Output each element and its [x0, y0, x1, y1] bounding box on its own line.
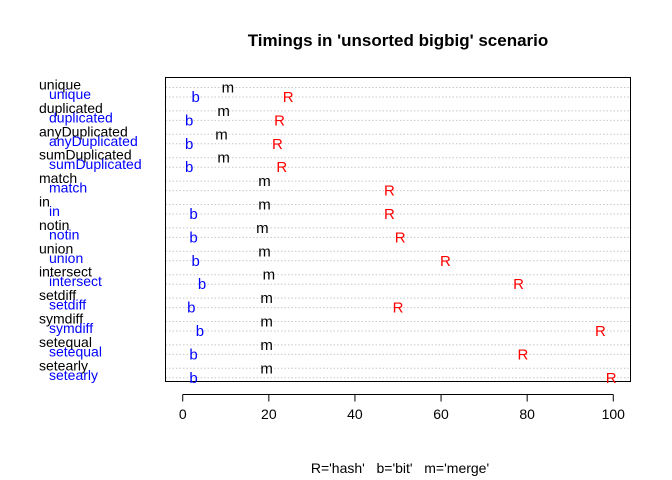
bit-point: b — [185, 112, 193, 129]
hash-point: R — [513, 276, 524, 293]
hash-point: R — [274, 112, 285, 129]
row-sublabel: notin — [49, 226, 79, 242]
row-sublabel: union — [49, 250, 83, 266]
merge-point: m — [260, 314, 273, 331]
hash-point: R — [606, 370, 617, 387]
legend-footer: R='hash' b='bit' m='merge' — [311, 460, 489, 476]
x-tick-label: 60 — [433, 406, 449, 422]
bit-point: b — [187, 300, 195, 317]
merge-point: m — [258, 173, 271, 190]
hash-point: R — [595, 323, 606, 340]
merge-point: m — [215, 126, 228, 143]
x-axis: 0 20 40 60 80 100 — [179, 394, 626, 422]
row-label: setearly — [39, 357, 88, 373]
bit-point: b — [191, 253, 199, 270]
row-label: union — [39, 240, 73, 256]
row-label: sumDuplicated — [39, 147, 132, 163]
chart-title: Timings in 'unsorted bigbig' scenario — [248, 31, 549, 50]
row-sublabel: symdiff — [49, 320, 93, 336]
hash-point: R — [384, 206, 395, 223]
row-label: notin — [39, 217, 69, 233]
merge-point: m — [258, 197, 271, 214]
bit-point: b — [189, 346, 197, 363]
plot-area-border — [165, 77, 631, 382]
row-sublabel: match — [49, 180, 87, 196]
row-label: anyDuplicated — [39, 123, 128, 139]
hash-point: R — [384, 183, 395, 200]
row-label: setequal — [39, 334, 92, 350]
hash-point: R — [283, 89, 294, 106]
bit-point: b — [189, 370, 197, 387]
row-sublabel: intersect — [49, 273, 102, 289]
row-sublabel: anyDuplicated — [49, 133, 138, 149]
hash-point: R — [393, 300, 404, 317]
row-sublabel: in — [49, 203, 60, 219]
row-label: setdiff — [39, 287, 76, 303]
row-label: intersect — [39, 264, 92, 280]
merge-point: m — [217, 150, 230, 167]
bit-point: b — [191, 89, 199, 106]
x-tick-label: 80 — [519, 406, 535, 422]
row-sublabel: unique — [49, 86, 91, 102]
merge-point: m — [222, 80, 235, 97]
merge-point: m — [260, 337, 273, 354]
merge-point: m — [260, 290, 273, 307]
merge-point: m — [260, 360, 273, 377]
merge-point: m — [258, 243, 271, 260]
row-sublabel: setearly — [49, 367, 98, 383]
merge-point: m — [256, 220, 269, 237]
x-tick-label: 40 — [347, 406, 363, 422]
row-sublabel: setequal — [49, 343, 102, 359]
row-sublabel: duplicated — [49, 109, 113, 125]
x-tick-label: 100 — [602, 406, 626, 422]
merge-point: m — [217, 103, 230, 120]
row-label: in — [39, 194, 50, 210]
bit-point: b — [189, 229, 197, 246]
row-sublabel: sumDuplicated — [49, 156, 142, 172]
hash-point: R — [272, 136, 283, 153]
bit-point: b — [185, 136, 193, 153]
row-label: symdiff — [39, 311, 83, 327]
bit-point: b — [185, 159, 193, 176]
x-tick-label: 20 — [261, 406, 277, 422]
hash-point: R — [517, 346, 528, 363]
grid-lines — [165, 87, 631, 379]
merge-point: m — [263, 267, 276, 284]
x-tick-label: 0 — [179, 406, 187, 422]
bit-point: b — [189, 206, 197, 223]
row-label: duplicated — [39, 100, 103, 116]
hash-point: R — [276, 159, 287, 176]
hash-point: R — [440, 253, 451, 270]
hash-point: R — [395, 229, 406, 246]
row-label: unique — [39, 77, 81, 93]
row-sublabel: setdiff — [49, 297, 86, 313]
bit-point: b — [198, 276, 206, 293]
row-label: match — [39, 170, 77, 186]
row-labels: uniqueuniqueduplicatedduplicatedanyDupli… — [39, 77, 142, 383]
bit-point: b — [196, 323, 204, 340]
